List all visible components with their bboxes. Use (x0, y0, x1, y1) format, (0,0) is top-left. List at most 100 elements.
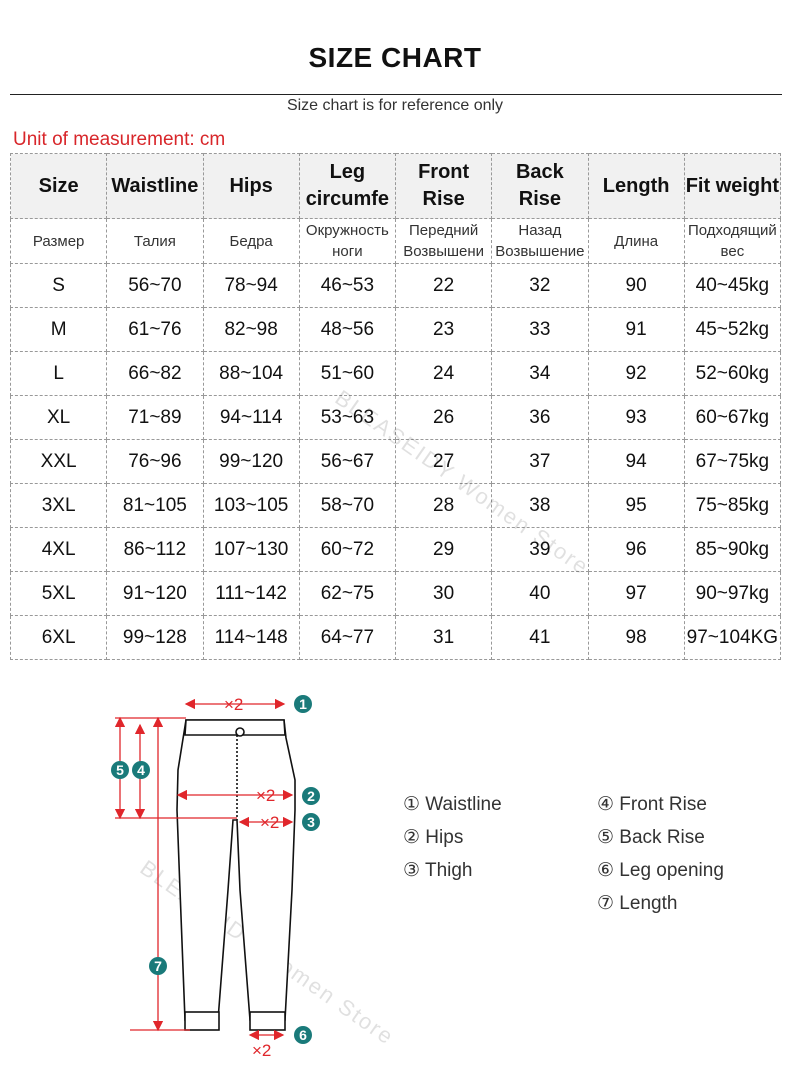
table-cell: 40~45kg (683, 263, 782, 308)
legend-front-rise: ④ Front Rise (597, 794, 707, 815)
subtitle: Size chart is for reference only (286, 97, 504, 114)
table-cell: 52~60kg (683, 351, 782, 396)
table-cell: 97 (587, 571, 685, 616)
divider (10, 94, 782, 95)
table-cell: 97~104KG (683, 615, 782, 660)
table-cell: M (9, 307, 108, 352)
table-cell: 107~130 (202, 527, 300, 572)
table-cell: 31 (394, 615, 493, 660)
table-cell: S (9, 263, 108, 308)
table-row: S 56~70 78~94 46~53 22 32 90 40~45kg (9, 263, 782, 308)
table-cell: Бедра (202, 218, 300, 264)
table-cell: 95 (587, 483, 685, 528)
legend-waistline: ① Waistline (403, 794, 502, 815)
table-cell: 71~89 (106, 395, 204, 440)
table-cell: 91 (587, 307, 685, 352)
pants-diagram: ×2 ×2 ×2 ×2 1 2 3 4 5 6 7 (111, 695, 320, 1060)
table-cell: 114~148 (202, 615, 300, 660)
table-cell: 62~75 (298, 571, 397, 616)
table-cell: 3XL (9, 483, 108, 528)
table-cell: Back Rise (491, 153, 589, 219)
table-cell: 85~90kg (683, 527, 782, 572)
table-cell: 5XL (9, 571, 108, 616)
table-cell: 29 (394, 527, 493, 572)
table-cell: 86~112 (106, 527, 204, 572)
size-table: Size Waistline Hips Leg circumfe Front Rise B… (9, 153, 782, 660)
table-cell: Front Rise (394, 153, 493, 219)
table-cell: Размер (9, 218, 108, 264)
marker-7: 7 (154, 958, 162, 974)
table-cell: 90 (587, 263, 685, 308)
table-cell: 111~142 (202, 571, 300, 616)
table-cell: XXL (9, 439, 108, 484)
table-cell: Передний Возвышени (394, 218, 493, 264)
table-cell: 4XL (9, 527, 108, 572)
table-row: 4XL 86~112 107~130 60~72 29 39 96 85~90kg (9, 527, 782, 572)
table-row: L 66~82 88~104 51~60 24 34 92 52~60kg (9, 351, 782, 396)
table-cell: 90~97kg (683, 571, 782, 616)
table-cell: 56~67 (298, 439, 397, 484)
table-cell: 30 (394, 571, 493, 616)
table-cell: 48~56 (298, 307, 397, 352)
unit-note: Unit of measurement: cm (13, 129, 226, 150)
table-cell: 61~76 (106, 307, 204, 352)
table-cell: Талия (106, 218, 204, 264)
table-cell: 23 (394, 307, 493, 352)
multiplier-label: ×2 (224, 695, 243, 714)
marker-4: 4 (137, 762, 145, 778)
table-cell: 99~120 (202, 439, 300, 484)
table-cell: L (9, 351, 108, 396)
table-cell: 67~75kg (683, 439, 782, 484)
table-cell: Назад Возвышение (491, 218, 589, 264)
legend-thigh: ③ Thigh (403, 860, 473, 881)
table-cell: 94 (587, 439, 685, 484)
table-cell: Waistline (106, 153, 204, 219)
table-cell: 37 (491, 439, 589, 484)
pants-outline (176, 719, 296, 1031)
table-cell: 41 (491, 615, 589, 660)
table-cell: 53~63 (298, 395, 397, 440)
table-cell: 60~67kg (683, 395, 782, 440)
legend-leg-opening: ⑥ Leg opening (597, 860, 724, 881)
table-cell: 34 (491, 351, 589, 396)
table-cell: 92 (587, 351, 685, 396)
marker-1: 1 (299, 696, 307, 712)
table-row: XL 71~89 94~114 53~63 26 36 93 60~67kg (9, 395, 782, 440)
table-cell: 93 (587, 395, 685, 440)
table-cell: 82~98 (202, 307, 300, 352)
table-cell: Size (9, 153, 108, 219)
multiplier-label: ×2 (252, 1041, 271, 1060)
marker-5: 5 (116, 762, 124, 778)
legend-length: ⑦ Length (597, 893, 678, 914)
table-cell: 78~94 (202, 263, 300, 308)
table-cell: 36 (491, 395, 589, 440)
table-cell: 56~70 (106, 263, 204, 308)
table-cell: 99~128 (106, 615, 204, 660)
table-cell: 81~105 (106, 483, 204, 528)
table-cell: 64~77 (298, 615, 397, 660)
table-cell: 94~114 (202, 395, 300, 440)
header-row-ru: Размер Талия Бедра Окружность ноги Передний … (9, 218, 782, 264)
table-cell: 76~96 (106, 439, 204, 484)
table-cell: Hips (202, 153, 300, 219)
table-cell: 88~104 (202, 351, 300, 396)
table-cell: 26 (394, 395, 493, 440)
table-cell: 96 (587, 527, 685, 572)
table-cell: 6XL (9, 615, 108, 660)
table-cell: 58~70 (298, 483, 397, 528)
table-cell: 22 (394, 263, 493, 308)
table-cell: Length (587, 153, 685, 219)
table-cell: Подходящий вес (683, 218, 782, 264)
table-cell: 27 (394, 439, 493, 484)
marker-2: 2 (307, 788, 315, 804)
table-cell: 98 (587, 615, 685, 660)
table-row: 6XL 99~128 114~148 64~77 31 41 98 97~104KG (9, 615, 782, 660)
marker-3: 3 (307, 814, 315, 830)
table-cell: XL (9, 395, 108, 440)
table-cell: 40 (491, 571, 589, 616)
table-cell: 103~105 (202, 483, 300, 528)
table-row: M 61~76 82~98 48~56 23 33 91 45~52kg (9, 307, 782, 352)
table-cell: Длина (587, 218, 685, 264)
table-cell: 33 (491, 307, 589, 352)
multiplier-label: ×2 (256, 786, 275, 805)
